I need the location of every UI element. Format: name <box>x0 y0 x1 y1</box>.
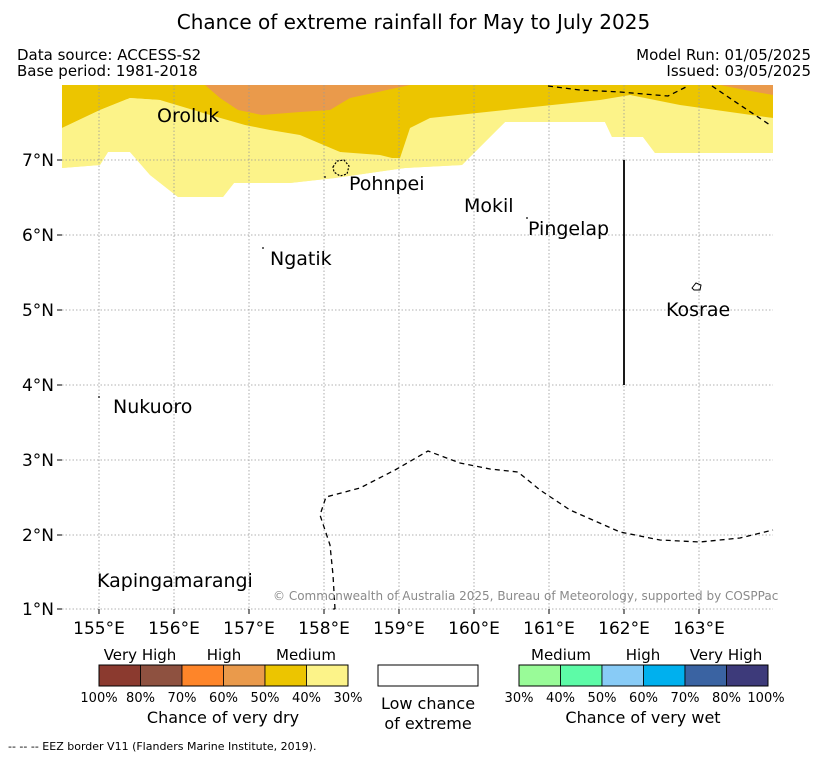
place-label-pingelap: Pingelap <box>528 218 609 240</box>
place-label-kapingamarangi: Kapingamarangi <box>97 570 253 592</box>
legend-dry-swatch <box>264 664 307 687</box>
legend-dry-swatch <box>306 664 349 687</box>
chart-title: Chance of extreme rainfall for May to Ju… <box>176 10 651 34</box>
legend-dry: Very High High Medium 100% 80% 70% 60% 5… <box>80 646 362 727</box>
lon-tick: 163°E <box>673 619 725 639</box>
legend-neutral-swatch <box>377 664 479 687</box>
lat-tick: 7°N <box>22 151 54 171</box>
copyright-notice: © Commonwealth of Australia 2025, Bureau… <box>273 589 779 603</box>
ngatik-marker <box>262 247 264 249</box>
legend-dry-frame <box>98 664 349 687</box>
legend-dry-swatch <box>98 664 141 687</box>
legend-wet-label-very-high: Very High <box>690 646 763 664</box>
legend-dry-percents: 100% 80% 70% 60% 50% 40% 30% <box>80 691 362 706</box>
lat-tick: 4°N <box>22 376 54 396</box>
lon-tick: 157°E <box>223 619 275 639</box>
issued-label: Issued: 03/05/2025 <box>666 62 811 80</box>
legend-dry-label-medium: Medium <box>276 646 336 664</box>
lat-tick: 1°N <box>22 600 54 620</box>
gridlines <box>62 85 773 610</box>
legend-wet-pct: 30% <box>505 691 534 706</box>
legend-neutral: Low chance of extreme <box>377 664 479 733</box>
pohnpei-island <box>332 159 350 177</box>
lon-tick: 160°E <box>448 619 500 639</box>
legend-dry-label-high: High <box>207 646 241 664</box>
legend-wet-swatches <box>518 664 769 687</box>
kosrae-island <box>691 282 702 291</box>
lat-tick: 5°N <box>22 301 54 321</box>
place-label-ngatik: Ngatik <box>270 248 332 270</box>
eez-borders <box>319 85 774 610</box>
legend-wet-percents: 30% 40% 50% 60% 70% 80% 100% <box>505 691 785 706</box>
legend-dry-label-very-high: Very High <box>104 646 177 664</box>
lon-tick: 155°E <box>73 619 125 639</box>
data-source-label: Data source: ACCESS-S2 <box>17 46 202 64</box>
legend-dry-pct: 70% <box>168 691 197 706</box>
legend-wet-swatch <box>518 664 561 687</box>
map-area <box>62 85 773 197</box>
lon-tick: 158°E <box>298 619 350 639</box>
lon-tick: 159°E <box>373 619 425 639</box>
place-label-kosrae: Kosrae <box>666 299 730 321</box>
dry-high-region <box>205 85 410 115</box>
eez-footer-note: -- -- -- EEZ border V11 (Flanders Marine… <box>8 740 317 753</box>
legend-wet-label-medium: Medium <box>531 646 591 664</box>
legend-wet-title: Chance of very wet <box>565 708 720 727</box>
legend-wet-label-high: High <box>626 646 660 664</box>
place-label-nukuoro: Nukuoro <box>113 396 192 418</box>
legend-wet-swatch <box>684 664 727 687</box>
place-label-pohnpei: Pohnpei <box>349 173 425 195</box>
lon-tick: 156°E <box>148 619 200 639</box>
legend-wet: Medium High Very High 30% 40% 50% 60% 70… <box>505 646 785 727</box>
lat-tick: 3°N <box>22 451 54 471</box>
place-label-mokil: Mokil <box>464 195 514 217</box>
legend-dry-title: Chance of very dry <box>147 708 299 727</box>
legend-wet-pct: 60% <box>629 691 658 706</box>
kapingamarangi-marker <box>333 608 335 610</box>
lon-tick-labels: 155°E 156°E 157°E 158°E 159°E 160°E 161°… <box>73 619 725 639</box>
ant-atoll-marker <box>324 176 326 178</box>
legend-dry-pct: 40% <box>292 691 321 706</box>
legend-wet-swatch <box>560 664 603 687</box>
legend-wet-swatch <box>726 664 769 687</box>
legend-wet-pct: 50% <box>588 691 617 706</box>
axis-ticks <box>57 159 700 614</box>
legend-wet-pct: 100% <box>747 691 784 706</box>
legend-dry-swatch <box>223 664 266 687</box>
lat-tick: 2°N <box>22 526 54 546</box>
legend-wet-pct: 40% <box>546 691 575 706</box>
lon-tick: 161°E <box>523 619 575 639</box>
legend-dry-pct: 80% <box>126 691 155 706</box>
dry-light-band <box>62 95 773 197</box>
legend-wet-swatch <box>601 664 644 687</box>
legend-dry-swatch <box>181 664 224 687</box>
pingelap-marker <box>526 217 528 219</box>
legend-wet-frame <box>518 664 769 687</box>
base-period-label: Base period: 1981-2018 <box>17 62 198 80</box>
nukuoro-marker <box>98 396 100 398</box>
legend-neutral-line1: Low chance <box>381 694 475 713</box>
legend-dry-swatches <box>98 664 349 687</box>
lat-tick-labels: 7°N 6°N 5°N 4°N 3°N 2°N 1°N <box>22 151 54 620</box>
legend-dry-swatch <box>140 664 183 687</box>
legend-dry-pct: 100% <box>80 691 117 706</box>
legend-dry-pct: 50% <box>251 691 280 706</box>
legend-neutral-line2: of extreme <box>384 714 471 733</box>
model-run-label: Model Run: 01/05/2025 <box>636 46 811 64</box>
legend-wet-pct: 80% <box>712 691 741 706</box>
place-label-oroluk: Oroluk <box>157 105 219 127</box>
dry-high-region-east <box>720 85 773 95</box>
lon-tick: 162°E <box>598 619 650 639</box>
lat-tick: 6°N <box>22 226 54 246</box>
legend-wet-swatch <box>643 664 686 687</box>
legend-wet-pct: 70% <box>671 691 700 706</box>
legend-dry-pct: 30% <box>334 691 363 706</box>
legend-dry-pct: 60% <box>209 691 238 706</box>
